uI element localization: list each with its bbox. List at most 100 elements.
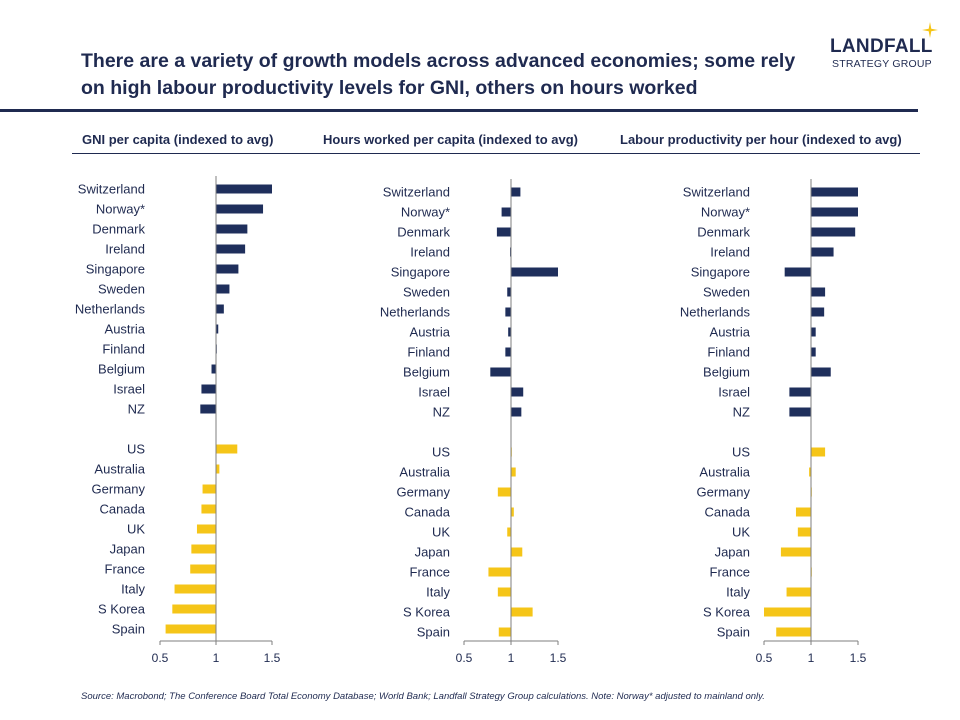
- bar-italy: [786, 587, 811, 597]
- bar-canada: [201, 504, 216, 514]
- page-title: There are a variety of growth models acr…: [81, 50, 796, 99]
- category-label: Netherlands: [680, 305, 751, 320]
- bar-spain: [776, 627, 811, 637]
- bar-nz: [789, 407, 811, 417]
- bar-sweden: [216, 284, 230, 294]
- panel-title-divider: [72, 153, 920, 154]
- category-label: Denmark: [397, 225, 450, 240]
- bar-us: [811, 447, 826, 457]
- category-label: Finland: [102, 342, 145, 357]
- chart-panel-2: Switzerland Norway* Denmark Ireland Singapor…: [380, 179, 567, 665]
- category-label: Singapore: [691, 265, 750, 280]
- bar-germany: [202, 484, 216, 494]
- chart-panel-3: Switzerland Norway* Denmark Ireland Singapor…: [680, 179, 867, 665]
- category-label: US: [127, 442, 145, 457]
- x-tick-label: 1.5: [264, 651, 281, 665]
- category-label: Norway*: [96, 202, 145, 217]
- bar-belgium: [490, 367, 511, 377]
- panel-title-productivity: Labour productivity per hour (indexed to…: [620, 132, 902, 147]
- category-label: France: [410, 565, 450, 580]
- category-label: Canada: [99, 502, 145, 517]
- panel-title-hours: Hours worked per capita (indexed to avg): [323, 132, 578, 147]
- category-label: Belgium: [98, 362, 145, 377]
- category-label: S Korea: [98, 602, 146, 617]
- bar-s-korea: [764, 607, 811, 617]
- bar-austria: [811, 327, 816, 337]
- bar-netherlands: [505, 307, 511, 317]
- category-label: Sweden: [403, 285, 450, 300]
- star-icon: [922, 22, 938, 38]
- category-label: Netherlands: [380, 305, 451, 320]
- bar-uk: [797, 527, 811, 537]
- bar-sweden: [811, 287, 826, 297]
- bar-france: [488, 567, 511, 577]
- category-label: Israel: [718, 385, 750, 400]
- bar-italy: [174, 584, 216, 594]
- bar-denmark: [811, 227, 856, 237]
- category-label: Belgium: [703, 365, 750, 380]
- category-label: Sweden: [703, 285, 750, 300]
- category-label: Canada: [704, 505, 750, 520]
- bar-s-korea: [511, 607, 533, 617]
- category-label: Finland: [707, 345, 750, 360]
- bar-sweden: [507, 287, 511, 297]
- bar-germany: [497, 487, 511, 497]
- bar-canada: [795, 507, 811, 517]
- panel-title-gni: GNI per capita (indexed to avg): [82, 132, 274, 147]
- x-tick-label: 0.5: [152, 651, 169, 665]
- category-label: Switzerland: [683, 185, 750, 200]
- category-label: UK: [732, 525, 750, 540]
- category-label: Ireland: [410, 245, 450, 260]
- category-label: Switzerland: [78, 182, 145, 197]
- category-label: Japan: [415, 545, 450, 560]
- bar-norway-: [501, 207, 511, 217]
- category-label: Italy: [121, 582, 145, 597]
- bar-singapore: [784, 267, 811, 277]
- bar-spain: [165, 624, 216, 634]
- category-label: UK: [432, 525, 450, 540]
- category-label: Singapore: [86, 262, 145, 277]
- bar-denmark: [216, 224, 248, 234]
- x-tick-label: 1.5: [550, 651, 567, 665]
- bar-italy: [497, 587, 511, 597]
- bar-switzerland: [216, 184, 272, 194]
- x-tick-label: 1: [808, 651, 815, 665]
- bar-finland: [811, 347, 816, 357]
- category-label: Ireland: [710, 245, 750, 260]
- bar-austria: [508, 327, 511, 337]
- bar-australia: [511, 467, 516, 477]
- bar-singapore: [511, 267, 558, 277]
- bar-s-korea: [172, 604, 216, 614]
- category-label: Australia: [699, 465, 750, 480]
- x-tick-label: 0.5: [756, 651, 773, 665]
- category-label: Israel: [113, 382, 145, 397]
- category-label: NZ: [433, 405, 450, 420]
- category-label: Norway*: [701, 205, 750, 220]
- category-label: Austria: [410, 325, 451, 340]
- category-label: Finland: [407, 345, 450, 360]
- bar-france: [190, 564, 216, 574]
- category-label: Norway*: [401, 205, 450, 220]
- category-label: Netherlands: [75, 302, 146, 317]
- category-label: France: [710, 565, 750, 580]
- bar-finland: [505, 347, 511, 357]
- category-label: S Korea: [403, 605, 451, 620]
- category-label: France: [105, 562, 145, 577]
- category-label: UK: [127, 522, 145, 537]
- bar-ireland: [216, 244, 246, 254]
- category-label: Spain: [717, 625, 750, 640]
- landfall-logo: LANDFALL STRATEGY GROUP: [825, 20, 945, 80]
- title-divider: [0, 109, 918, 112]
- category-label: Switzerland: [383, 185, 450, 200]
- bar-switzerland: [811, 187, 858, 197]
- bar-belgium: [211, 364, 216, 374]
- category-label: Germany: [92, 482, 146, 497]
- category-label: Ireland: [105, 242, 145, 257]
- bar-israel: [789, 387, 811, 397]
- bar-netherlands: [216, 304, 224, 314]
- category-label: Germany: [697, 485, 751, 500]
- bar-austria: [216, 324, 219, 334]
- category-label: NZ: [733, 405, 750, 420]
- x-tick-label: 1: [508, 651, 515, 665]
